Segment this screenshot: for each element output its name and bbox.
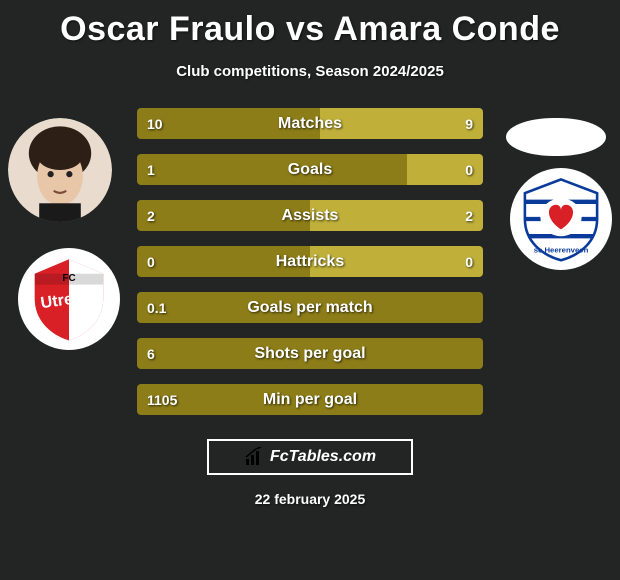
stat-row: 109Matches bbox=[137, 108, 483, 139]
club-left-badge: FC Utrecht bbox=[18, 248, 120, 350]
stat-bar-left bbox=[137, 246, 310, 277]
stat-bar-left bbox=[137, 200, 310, 231]
stat-bar-right bbox=[320, 108, 483, 139]
stat-bar-left bbox=[137, 384, 483, 415]
stat-bar-bg bbox=[137, 384, 483, 415]
svg-text:sc Heerenveen: sc Heerenveen bbox=[534, 246, 589, 255]
stat-bar-left bbox=[137, 292, 483, 323]
stat-bar-bg bbox=[137, 200, 483, 231]
stat-bars: 109Matches 10Goals 22Assists 00Hattricks 0.1… bbox=[137, 108, 483, 415]
footer-brand-box: FcTables.com bbox=[207, 439, 413, 475]
footer-date: 22 february 2025 bbox=[0, 491, 620, 507]
stat-bar-bg bbox=[137, 292, 483, 323]
player-right-avatar bbox=[506, 118, 606, 156]
page-subtitle: Club competitions, Season 2024/2025 bbox=[0, 63, 620, 80]
face-placeholder-icon bbox=[8, 118, 112, 222]
stat-bar-left bbox=[137, 338, 483, 369]
stat-row: 00Hattricks bbox=[137, 246, 483, 277]
stat-row: 10Goals bbox=[137, 154, 483, 185]
comparison-content: FC Utrecht sc Heerenveen 109Matches 10Goa… bbox=[0, 108, 620, 415]
page-title: Oscar Fraulo vs Amara Conde bbox=[0, 0, 620, 49]
footer-brand-text: FcTables.com bbox=[270, 448, 376, 466]
player-left-avatar bbox=[8, 118, 112, 222]
stat-row: 1105Min per goal bbox=[137, 384, 483, 415]
club-right-icon: sc Heerenveen bbox=[518, 176, 604, 262]
stat-bar-right bbox=[310, 200, 483, 231]
club-left-icon: FC Utrecht bbox=[24, 254, 114, 344]
stat-bar-left bbox=[137, 154, 407, 185]
stat-row: 22Assists bbox=[137, 200, 483, 231]
svg-text:FC: FC bbox=[62, 273, 75, 284]
chart-icon bbox=[244, 447, 264, 467]
stat-bar-right bbox=[310, 246, 483, 277]
stat-bar-left bbox=[137, 108, 320, 139]
stat-row: 0.1Goals per match bbox=[137, 292, 483, 323]
stat-bar-bg bbox=[137, 154, 483, 185]
stat-row: 6Shots per goal bbox=[137, 338, 483, 369]
stat-bar-bg bbox=[137, 246, 483, 277]
stat-bar-bg bbox=[137, 338, 483, 369]
stat-bar-bg bbox=[137, 108, 483, 139]
club-right-badge: sc Heerenveen bbox=[510, 168, 612, 270]
stat-bar-right bbox=[407, 154, 483, 185]
